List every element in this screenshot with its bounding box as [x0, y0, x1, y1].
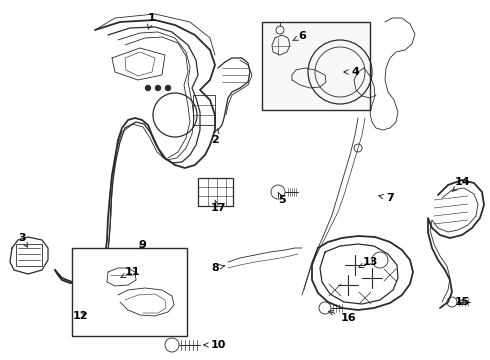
Text: 12: 12	[72, 311, 88, 321]
Text: 4: 4	[344, 67, 359, 77]
Text: 11: 11	[121, 267, 140, 278]
Text: 6: 6	[293, 31, 306, 41]
Text: 14: 14	[452, 177, 470, 192]
Text: 16: 16	[329, 311, 356, 323]
Circle shape	[146, 85, 150, 90]
Text: 8: 8	[211, 263, 224, 273]
Circle shape	[155, 85, 161, 90]
Text: 10: 10	[204, 340, 226, 350]
Text: 13: 13	[359, 257, 378, 267]
Text: 9: 9	[138, 240, 146, 250]
Bar	[193, 95, 215, 125]
Text: 7: 7	[379, 193, 394, 203]
FancyBboxPatch shape	[262, 22, 370, 110]
Text: 5: 5	[278, 192, 286, 205]
FancyBboxPatch shape	[72, 248, 187, 336]
Text: 15: 15	[454, 297, 470, 307]
Text: 17: 17	[210, 200, 226, 213]
FancyBboxPatch shape	[198, 178, 233, 206]
Text: 3: 3	[18, 233, 27, 247]
Text: 2: 2	[211, 129, 219, 145]
Text: 1: 1	[147, 13, 156, 29]
Circle shape	[166, 85, 171, 90]
Bar	[16, 244, 42, 266]
